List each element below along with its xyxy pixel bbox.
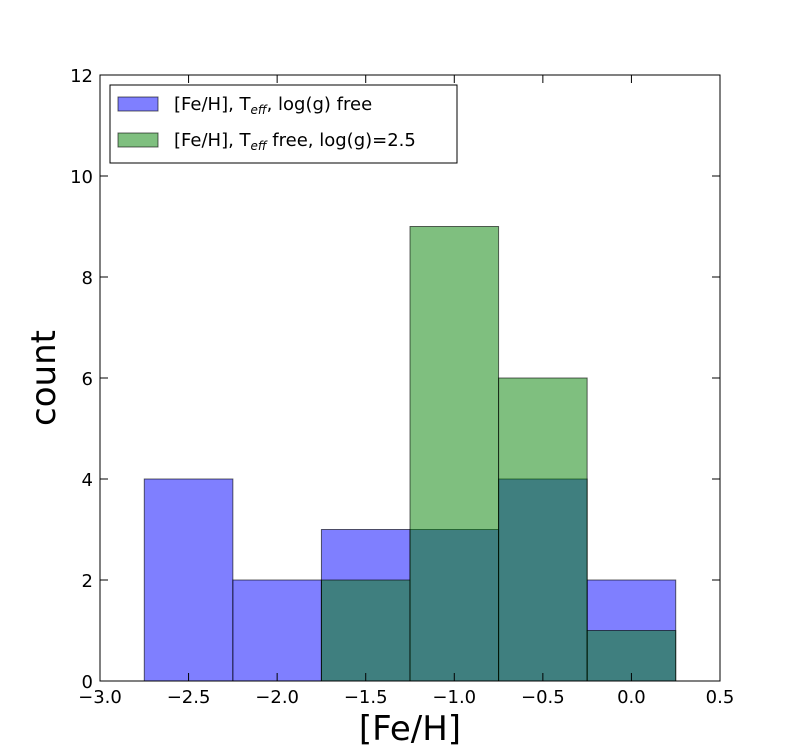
histogram-bar-series-2 <box>498 377 588 682</box>
legend-swatch-series-1 <box>117 96 159 112</box>
histogram-bar-series-2 <box>586 630 677 682</box>
x-tick-label: 0.5 <box>706 687 735 708</box>
y-tick-label: 12 <box>70 66 93 87</box>
y-tick-label: 8 <box>82 268 93 289</box>
histogram-bar-series-1 <box>232 579 322 682</box>
legend-label-series-2: [Fe/H], Teff free, log(g)=2.5 <box>174 130 416 153</box>
y-tick-label: 10 <box>70 167 93 188</box>
x-tick-label: −2.5 <box>167 687 211 708</box>
x-tick-label: −1.0 <box>432 687 476 708</box>
x-tick-label: 0.0 <box>617 687 646 708</box>
histogram-bar-series-2 <box>320 579 411 682</box>
x-tick-label: −2.0 <box>255 687 299 708</box>
y-axis-ticks: 0 2 4 6 8 10 12 <box>70 66 720 693</box>
bars-layer <box>143 226 677 682</box>
legend-swatch-series-2 <box>117 132 159 148</box>
histogram-bar-series-1 <box>143 478 234 682</box>
y-tick-label: 0 <box>82 672 93 693</box>
legend-label-series-1: [Fe/H], Teff, log(g) free <box>174 94 372 117</box>
x-axis-ticks: −3.0 −2.5 −2.0 −1.5 −1.0 −0.5 0.0 0.5 <box>78 75 734 708</box>
legend: [Fe/H], Teff, log(g) free [Fe/H], Teff fr… <box>109 84 458 164</box>
x-tick-label: −0.5 <box>521 687 565 708</box>
y-tick-label: 6 <box>82 369 93 390</box>
y-axis-title: count <box>24 330 64 426</box>
legend-box <box>109 84 458 164</box>
y-tick-label: 4 <box>82 470 93 491</box>
x-tick-label: −1.5 <box>344 687 388 708</box>
y-tick-label: 2 <box>82 571 93 592</box>
histogram-bar-series-2 <box>409 226 500 682</box>
x-axis-title: [Fe/H] <box>359 709 461 749</box>
x-tick-label: −3.0 <box>78 687 122 708</box>
